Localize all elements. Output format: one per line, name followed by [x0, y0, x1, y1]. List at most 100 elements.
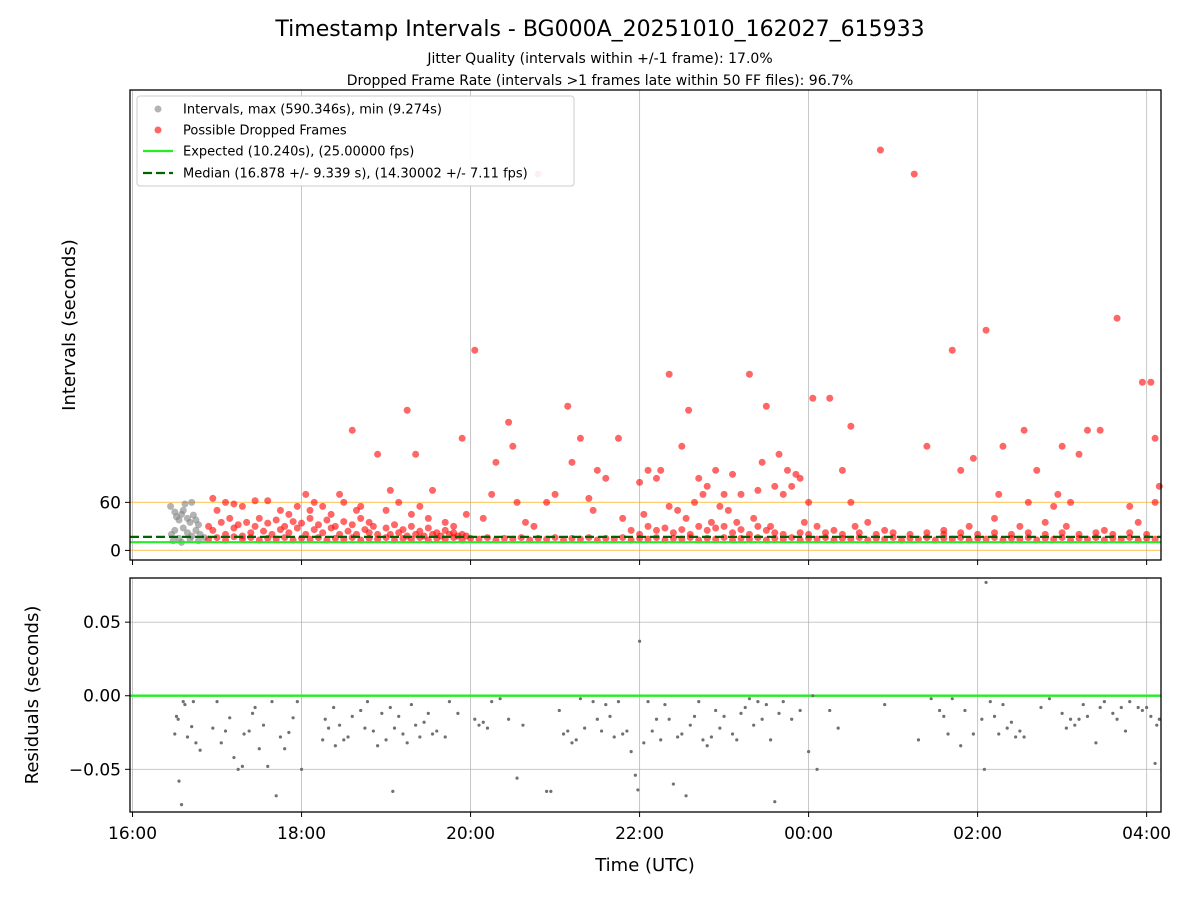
dropped-frame-point-60 [720, 490, 728, 498]
dropped-frame-point-71 [543, 498, 551, 506]
dropped-frame-point-110 [416, 502, 424, 510]
dropped-frame-point-6 [847, 422, 855, 430]
dropped-frame-point-57 [754, 486, 762, 494]
residual-point-158 [1018, 729, 1022, 733]
dropped-frame-point-62 [792, 470, 800, 478]
residual-point-62 [430, 732, 435, 736]
dropped-frame-point-11 [1113, 314, 1121, 322]
dropped-frame-point-56 [737, 490, 745, 498]
dropped-frame-point-82 [1024, 498, 1032, 506]
residual-point-182 [1155, 723, 1159, 727]
residual-point-159 [1022, 735, 1026, 739]
residual-point-97 [637, 639, 642, 643]
x-tick-label-02:00: 02:00 [953, 824, 1002, 844]
residual-point-43 [350, 714, 354, 718]
dropped-frame-point-83 [1050, 502, 1058, 510]
dropped-frame-point-80 [779, 490, 787, 498]
residual-point-78 [557, 708, 561, 713]
residual-point-72 [498, 697, 502, 701]
residual-point-64 [443, 735, 447, 739]
residual-point-104 [667, 717, 671, 721]
residual-point-149 [982, 767, 986, 771]
residual-point-131 [790, 717, 794, 721]
residual-point-145 [959, 744, 963, 748]
dropped-frame-point-69 [488, 490, 496, 498]
residual-point-57 [409, 702, 414, 707]
residual-point-20 [242, 732, 246, 736]
residual-point-69 [481, 720, 485, 724]
dropped-frame-point-133 [1041, 518, 1049, 526]
dropped-frame-point-213 [754, 522, 762, 530]
residual-point-8 [174, 714, 179, 718]
residual-point-178 [1140, 708, 1145, 713]
residual-point-12 [211, 726, 215, 730]
dropped-frame-point-15 [412, 450, 420, 458]
dropped-frame-point-14 [403, 406, 411, 414]
dropped-frame-point-233 [1058, 529, 1066, 537]
dropped-frame-point-87 [1151, 498, 1159, 506]
dropped-frame-point-197 [627, 526, 635, 534]
dropped-frame-point-12 [1147, 378, 1155, 386]
dropped-frame-point-53 [712, 466, 720, 474]
residual-point-14 [219, 741, 223, 745]
residual-point-44 [359, 708, 363, 713]
dropped-frame-point-88 [1126, 502, 1134, 510]
dropped-frame-point-187 [424, 524, 432, 532]
dropped-frame-point-109 [407, 510, 415, 518]
dropped-frame-point-155 [285, 529, 293, 537]
residual-point-13 [215, 700, 219, 704]
residual-point-79 [561, 732, 566, 736]
residual-point-95 [633, 773, 637, 777]
residual-point-41 [342, 738, 346, 742]
intervals-plot-frame [129, 89, 1162, 561]
intervals-reference-lines [130, 501, 1161, 551]
dropped-frame-point-68 [429, 486, 437, 494]
dropped-frame-point-97 [264, 497, 272, 505]
dropped-frame-point-158 [298, 519, 306, 527]
residual-point-24 [257, 747, 261, 751]
dropped-frame-point-214 [762, 526, 770, 534]
dropped-frame-point-65 [336, 490, 344, 498]
dropped-frame-point-7 [876, 146, 884, 154]
residual-point-11 [191, 700, 195, 704]
dropped-frame-point-127 [864, 518, 872, 526]
residual-point-183 [1157, 717, 1161, 721]
residual-point-23 [253, 705, 257, 710]
dropped-frame-point-166 [331, 522, 339, 530]
dropped-frame-point-94 [230, 500, 238, 508]
dropped-frame-point-2 [685, 406, 693, 414]
residual-point-53 [392, 726, 397, 730]
residual-point-157 [1014, 735, 1018, 739]
residual-point-66 [456, 711, 460, 715]
residual-point-102 [659, 738, 663, 742]
dropped-frame-point-207 [707, 518, 715, 526]
legend-box [136, 95, 575, 187]
residual-point-128 [773, 800, 777, 804]
residual-point-63 [435, 729, 439, 733]
interval-point-12 [194, 521, 202, 529]
dropped-frame-point-132 [1016, 522, 1024, 530]
residuals-panel: −0.05 0.00 0.05 16:00 18:00 20:00 22:00 00:00 0… [22, 577, 1171, 876]
dropped-frame-point-39 [957, 466, 965, 474]
dropped-frame-point-22 [678, 442, 686, 450]
dropped-frame-point-104 [340, 498, 348, 506]
residual-point-151 [988, 700, 992, 704]
residual-point-49 [380, 711, 384, 715]
residual-point-126 [764, 702, 768, 707]
dropped-frame-point-168 [340, 518, 348, 526]
residual-point-15 [223, 729, 228, 733]
dropped-frame-point-111 [424, 514, 432, 522]
dropped-frame-point-49 [602, 474, 610, 482]
dropped-frame-point-200 [652, 526, 660, 534]
residual-point-81 [570, 741, 574, 745]
dropped-frame-point-61 [783, 466, 791, 474]
residual-point-165 [1073, 723, 1077, 727]
dropped-frame-point-164 [323, 516, 331, 524]
dropped-frame-point-27 [838, 466, 846, 474]
dropped-frame-point-75 [691, 498, 699, 506]
residual-point-82 [574, 738, 578, 742]
dropped-frame-point-119 [640, 510, 648, 518]
residual-point-144 [950, 697, 954, 701]
dropped-frame-point-130 [965, 522, 973, 530]
dropped-frame-point-31 [1020, 426, 1028, 434]
